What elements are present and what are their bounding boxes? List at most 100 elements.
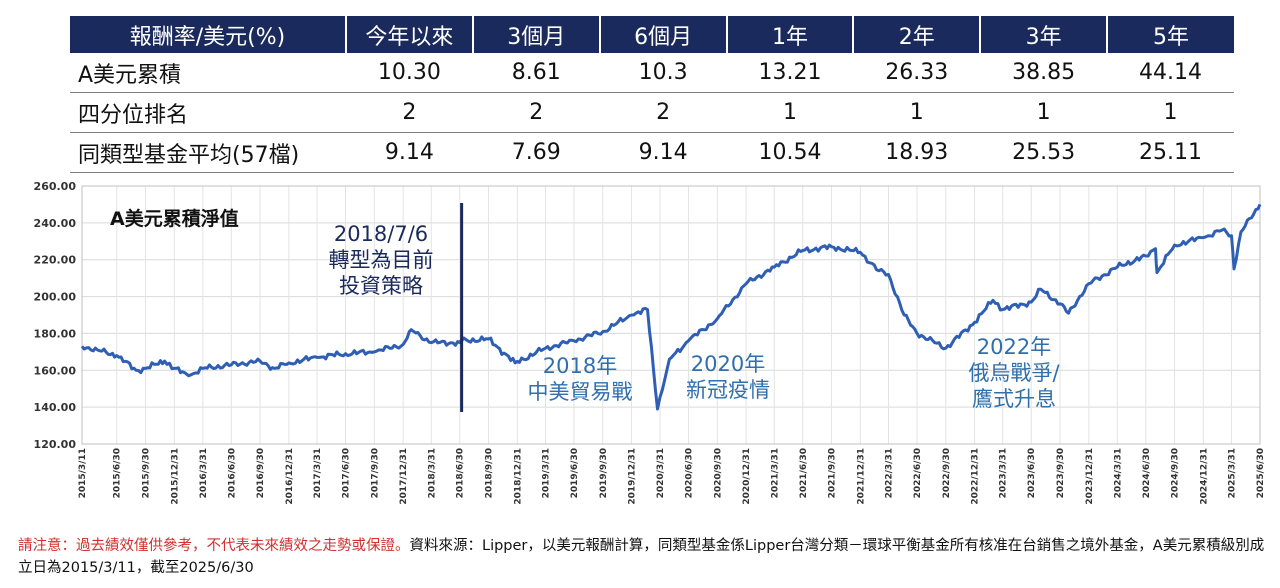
table-cell: 1 bbox=[1107, 92, 1234, 133]
table-cell: 1 bbox=[980, 92, 1108, 133]
x-tick-label: 2022/3/31 bbox=[885, 448, 895, 498]
x-tick-label: 2024/9/30 bbox=[1171, 448, 1181, 498]
table-cell: 7.69 bbox=[472, 132, 600, 173]
y-tick-label: 120.00 bbox=[34, 438, 77, 451]
header-cell: 3年 bbox=[980, 16, 1109, 53]
table-cell: 44.14 bbox=[1107, 53, 1234, 93]
table-cell: 1 bbox=[853, 92, 981, 133]
table-cell: 25.53 bbox=[980, 132, 1108, 173]
annotation-text: 俄烏戰爭/ bbox=[968, 361, 1060, 385]
annotation-text: 2022年 bbox=[977, 335, 1051, 359]
table-cell: 38.85 bbox=[980, 53, 1108, 93]
y-tick-label: 220.00 bbox=[34, 254, 77, 267]
x-tick-label: 2021/12/31 bbox=[856, 448, 866, 505]
header-cell: 5年 bbox=[1107, 16, 1234, 53]
chart-title: A美元累積淨值 bbox=[110, 207, 239, 230]
header-cell: 6個月 bbox=[599, 16, 728, 53]
table-cell: 1 bbox=[726, 92, 854, 133]
x-tick-label: 2022/9/30 bbox=[942, 448, 952, 498]
annotation-text: 鷹式升息 bbox=[972, 387, 1056, 411]
table-cell: 10.54 bbox=[726, 132, 854, 173]
table-cell: 10.3 bbox=[599, 53, 727, 93]
x-tick-label: 2025/6/30 bbox=[1256, 448, 1266, 498]
x-tick-label: 2023/6/30 bbox=[1027, 448, 1037, 498]
disclaimer-text: 請注意：過去績效僅供參考，不代表未來績效之走勢或保證。 bbox=[18, 538, 410, 554]
table-cell: 10.30 bbox=[346, 53, 473, 93]
x-tick-label: 2017/6/30 bbox=[342, 448, 352, 498]
x-tick-label: 2021/6/30 bbox=[799, 448, 809, 498]
y-tick-label: 160.00 bbox=[34, 364, 77, 377]
footnote: 請注意：過去績效僅供參考，不代表未來績效之走勢或保證。資料來源：Lipper，以… bbox=[18, 535, 1268, 579]
table-cell: 18.93 bbox=[853, 132, 981, 173]
x-tick-label: 2021/9/30 bbox=[828, 448, 838, 498]
x-tick-label: 2017/9/30 bbox=[370, 448, 380, 498]
header-cell: 今年以來 bbox=[346, 16, 474, 53]
x-tick-label: 2019/12/31 bbox=[628, 448, 638, 505]
x-tick-label: 2015/12/31 bbox=[170, 448, 180, 505]
x-tick-label: 2019/6/30 bbox=[570, 448, 580, 498]
x-tick-label: 2015/9/30 bbox=[142, 448, 152, 498]
x-tick-label: 2018/3/31 bbox=[427, 448, 437, 498]
x-tick-label: 2017/3/31 bbox=[313, 448, 323, 498]
x-tick-label: 2025/3/31 bbox=[1228, 448, 1238, 498]
x-tick-label: 2016/9/30 bbox=[256, 448, 266, 498]
x-tick-label: 2016/12/31 bbox=[285, 448, 295, 505]
table-cell: 26.33 bbox=[853, 53, 981, 93]
table-cell: 2 bbox=[346, 92, 473, 133]
x-tick-label: 2015/3/11 bbox=[78, 448, 88, 498]
x-tick-label: 2020/9/30 bbox=[713, 448, 723, 498]
nav-line-chart: 120.00 140.00 160.00 180.00 200.00 220.00 240.… bbox=[34, 180, 1266, 505]
x-tick-label: 2019/3/31 bbox=[542, 448, 552, 498]
nav-series-line bbox=[80, 203, 1262, 411]
header-cell: 報酬率/美元(%) bbox=[70, 16, 347, 53]
x-tick-label: 2017/12/31 bbox=[399, 448, 409, 505]
table-row: 四分位排名 2 2 2 1 1 1 1 bbox=[70, 92, 1234, 133]
x-tick-label: 2021/3/31 bbox=[770, 448, 780, 498]
x-tick-label: 2016/6/30 bbox=[227, 448, 237, 498]
x-tick-label: 2018/12/31 bbox=[513, 448, 523, 505]
annotation-text: 轉型為目前 bbox=[329, 248, 434, 272]
plot-frame bbox=[81, 185, 1261, 445]
y-tick-label: 260.00 bbox=[34, 180, 77, 193]
table-cell: 25.11 bbox=[1107, 132, 1234, 173]
y-tick-label: 240.00 bbox=[34, 217, 77, 230]
x-tick-label: 2024/6/30 bbox=[1142, 448, 1152, 498]
performance-table: 報酬率/美元(%) 今年以來 3個月 6個月 1年 2年 3年 5年 A美元累積… bbox=[70, 16, 1234, 173]
table-cell: 2 bbox=[472, 92, 600, 133]
table-cell: 8.61 bbox=[472, 53, 600, 93]
x-tick-label: 2020/3/31 bbox=[656, 448, 666, 498]
x-tick-label: 2022/12/31 bbox=[971, 448, 981, 505]
x-tick-label: 2022/6/30 bbox=[913, 448, 923, 498]
table-row: A美元累積 10.30 8.61 10.3 13.21 26.33 38.85 … bbox=[70, 53, 1234, 93]
x-tick-label: 2020/6/30 bbox=[685, 448, 695, 498]
x-tick-label: 2024/3/31 bbox=[1113, 448, 1123, 498]
annotation-text: 投資策略 bbox=[339, 274, 423, 298]
x-tick-label: 2018/6/30 bbox=[456, 448, 466, 498]
annotation-text: 2018/7/6 bbox=[334, 222, 428, 246]
x-tick-label: 2015/6/30 bbox=[113, 448, 123, 498]
table-row: 同類型基金平均(57檔) 9.14 7.69 9.14 10.54 18.93 … bbox=[70, 132, 1234, 173]
x-tick-label: 2023/9/30 bbox=[1056, 448, 1066, 498]
row-label: 四分位排名 bbox=[70, 92, 346, 133]
row-label: 同類型基金平均(57檔) bbox=[70, 132, 346, 173]
x-tick-label: 2024/12/31 bbox=[1199, 448, 1209, 505]
header-cell: 1年 bbox=[726, 16, 855, 53]
table-cell: 9.14 bbox=[599, 132, 727, 173]
x-tick-label: 2016/3/31 bbox=[199, 448, 209, 498]
table-cell: 2 bbox=[599, 92, 727, 133]
table-cell: 9.14 bbox=[346, 132, 473, 173]
table-cell: 13.21 bbox=[726, 53, 854, 93]
x-tick-label: 2019/9/30 bbox=[599, 448, 609, 498]
y-tick-label: 180.00 bbox=[34, 327, 77, 340]
row-label: A美元累積 bbox=[70, 53, 346, 93]
x-tick-label: 2023/3/31 bbox=[999, 448, 1009, 498]
x-tick-label: 2020/12/31 bbox=[742, 448, 752, 505]
x-tick-label: 2018/9/30 bbox=[485, 448, 495, 498]
y-tick-label: 140.00 bbox=[34, 401, 77, 414]
annotation-text: 中美貿易戰 bbox=[528, 380, 633, 404]
x-tick-label: 2023/12/31 bbox=[1085, 448, 1095, 505]
y-tick-label: 200.00 bbox=[34, 291, 77, 304]
header-cell: 3個月 bbox=[472, 16, 601, 53]
source-text: 資料來源：Lipper，以美元報酬計算，同類型基金係Lipper台灣分類－環球平… bbox=[18, 538, 1265, 576]
annotation-text: 2020年 bbox=[691, 352, 765, 376]
